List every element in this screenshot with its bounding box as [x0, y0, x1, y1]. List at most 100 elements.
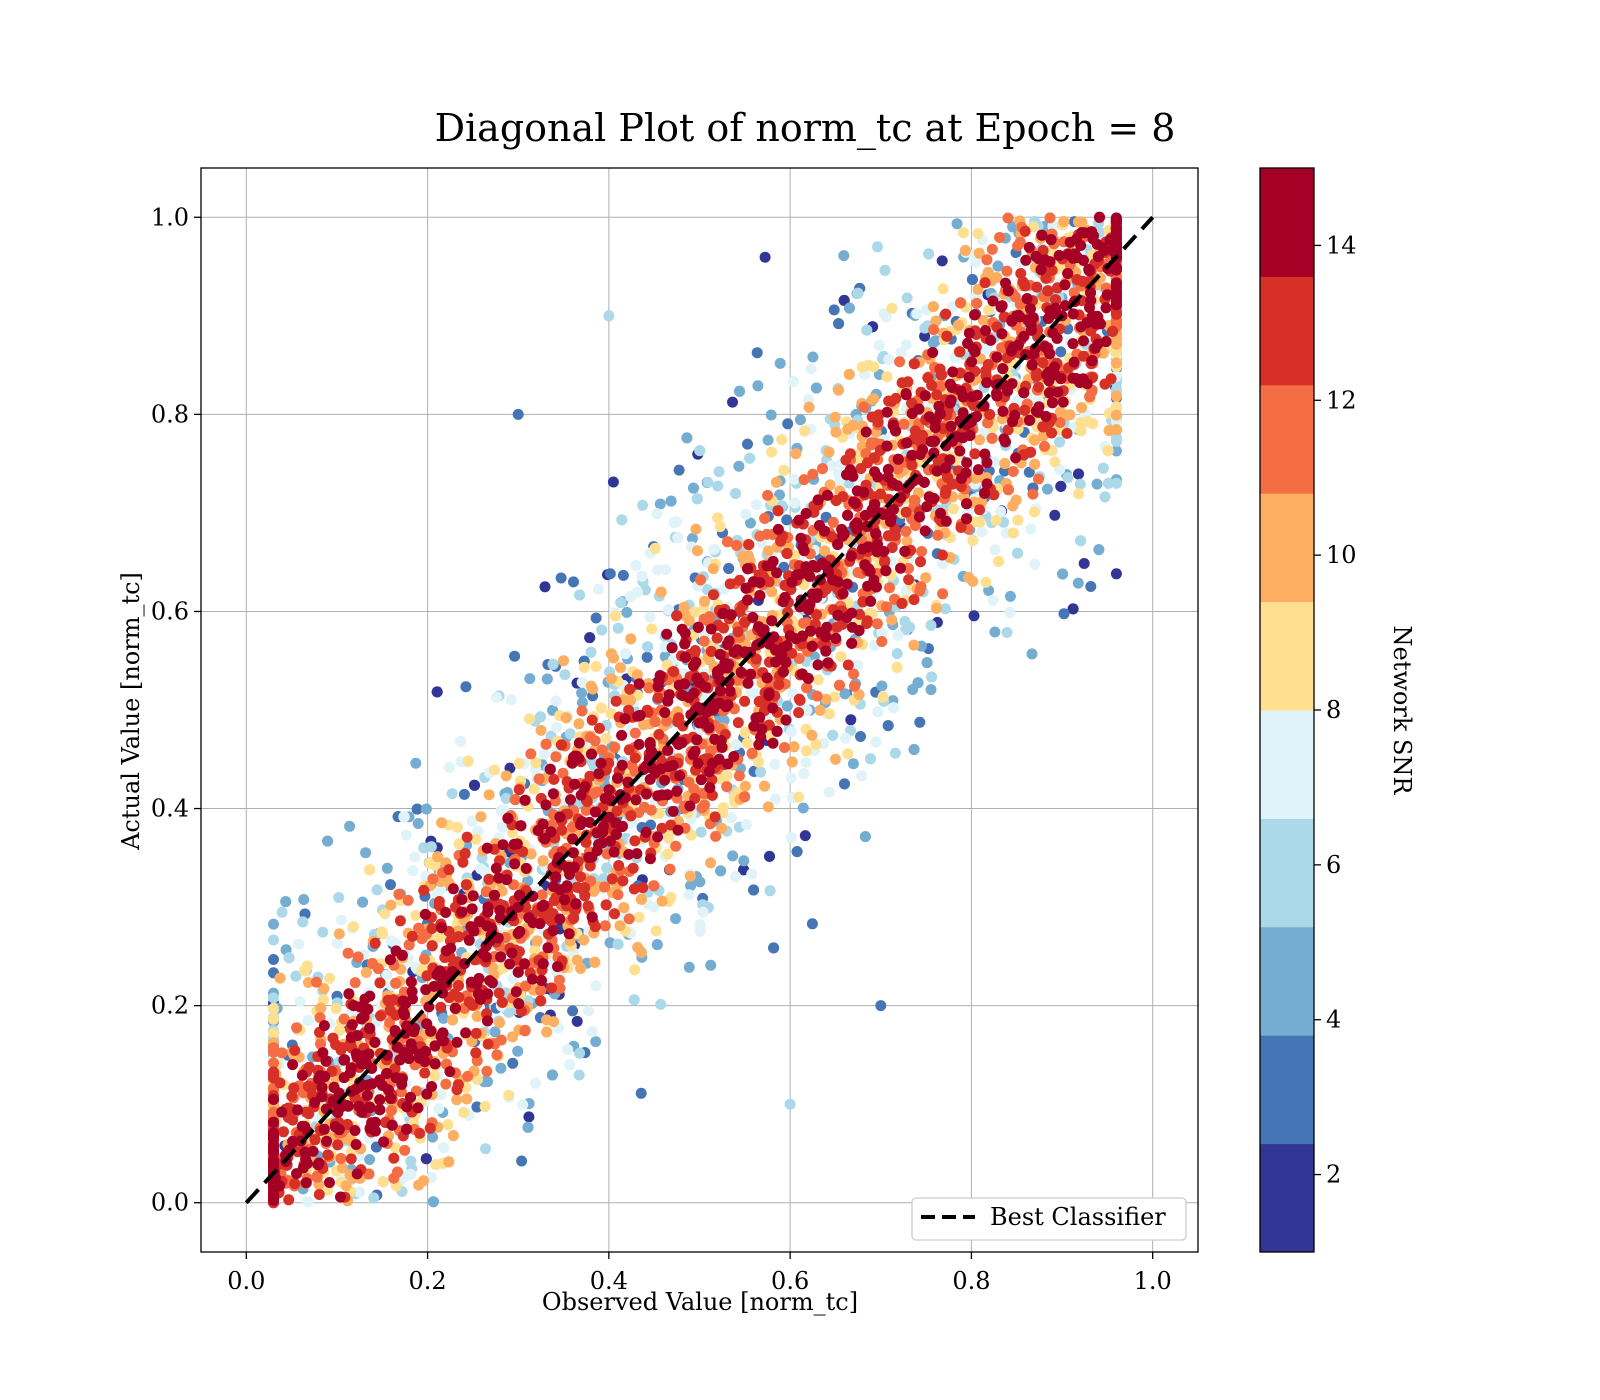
scatter-point [892, 629, 904, 641]
scatter-point [546, 1069, 558, 1081]
scatter-point [847, 419, 859, 431]
scatter-point [381, 862, 393, 874]
scatter-point [817, 463, 828, 475]
scatter-point [782, 418, 794, 430]
scatter-point [705, 857, 717, 869]
scatter-point [909, 495, 921, 507]
scatter-point [1058, 216, 1070, 227]
scatter-point [770, 476, 782, 488]
scatter-point [703, 611, 715, 623]
scatter-point [369, 937, 381, 949]
scatter-point [612, 889, 624, 901]
scatter-point [688, 783, 700, 795]
scatter-point [828, 304, 840, 316]
scatter-point [1075, 417, 1087, 428]
scatter-point [849, 680, 860, 692]
scatter-point [981, 254, 993, 266]
scatter-point [446, 788, 458, 800]
scatter-point [794, 414, 806, 426]
scatter-point [540, 738, 552, 750]
scatter-point [635, 1087, 647, 1099]
scatter-point [681, 432, 693, 444]
scatter-point [834, 679, 845, 691]
scatter-point [838, 294, 850, 306]
scatter-point [994, 232, 1006, 243]
scatter-point [385, 899, 397, 911]
scatter-point [766, 586, 778, 598]
scatter-point [586, 1026, 598, 1038]
scatter-point [298, 894, 310, 905]
scatter-point [482, 1076, 493, 1088]
scatter-point [690, 523, 702, 535]
scatter-point [1061, 427, 1073, 439]
scatter-point [992, 260, 1004, 272]
scatter-point [280, 896, 292, 908]
scatter-point [590, 612, 602, 624]
scatter-point [541, 1026, 553, 1038]
scatter-point [715, 865, 727, 877]
scatter-point [919, 330, 931, 342]
scatter-point [535, 711, 546, 723]
scatter-point [787, 376, 799, 387]
chart-title: Diagonal Plot of norm_tc at Epoch = 8 [435, 106, 1176, 151]
scatter-point [923, 248, 935, 260]
scatter-point [889, 747, 901, 759]
scatter-point [648, 901, 660, 913]
scatter-point [896, 598, 908, 609]
scatter-point [1029, 558, 1041, 570]
scatter-point [1073, 468, 1084, 480]
scatter-point [753, 756, 764, 768]
scatter-point [594, 722, 605, 734]
scatter-point [1019, 225, 1031, 237]
scatter-point [800, 745, 812, 757]
scatter-point [866, 394, 878, 406]
scatter-point [762, 489, 774, 501]
scatter-point [512, 408, 524, 420]
scatter-point [435, 1089, 447, 1101]
scatter-point [517, 1099, 529, 1111]
scatter-point [881, 601, 892, 613]
scatter-point [567, 1005, 579, 1017]
scatter-point [324, 972, 336, 984]
scatter-point [745, 517, 756, 529]
scatter-point [1084, 391, 1096, 403]
scatter-point [911, 308, 923, 320]
scatter-point [769, 758, 781, 770]
scatter-point [489, 764, 500, 776]
scatter-point [839, 688, 851, 700]
scatter-point [884, 582, 895, 594]
scatter-point [740, 508, 752, 520]
scatter-point [420, 1153, 432, 1165]
scatter-point [908, 744, 920, 755]
scatter-point [623, 744, 635, 756]
scatter-point [672, 532, 684, 544]
scatter-point [683, 889, 695, 901]
scatter-point [717, 802, 729, 814]
scatter-point [283, 952, 295, 964]
scatter-point [1055, 480, 1067, 492]
scatter-point [764, 850, 775, 862]
scatter-point [1007, 527, 1019, 539]
scatter-point [702, 476, 714, 488]
scatter-point [431, 686, 443, 698]
scatter-point [1042, 285, 1054, 297]
scatter-point [871, 618, 883, 630]
scatter-point [727, 396, 738, 408]
scatter-point [852, 659, 864, 671]
scatter-point [768, 942, 780, 954]
scatter-point [799, 425, 811, 437]
scatter-point [876, 627, 888, 639]
scatter-point [908, 639, 920, 651]
scatter-point [1067, 603, 1079, 615]
scatter-point [785, 726, 797, 738]
scatter-point [297, 916, 309, 928]
scatter-point [655, 998, 667, 1010]
scatter-point [766, 446, 778, 458]
scatter-point [1087, 418, 1099, 430]
scatter-point [670, 913, 682, 925]
scatter-point [590, 661, 602, 672]
scatter-point [629, 727, 641, 739]
scatter-point [409, 851, 421, 863]
scatter-point [630, 559, 642, 571]
scatter-point [470, 1027, 482, 1039]
